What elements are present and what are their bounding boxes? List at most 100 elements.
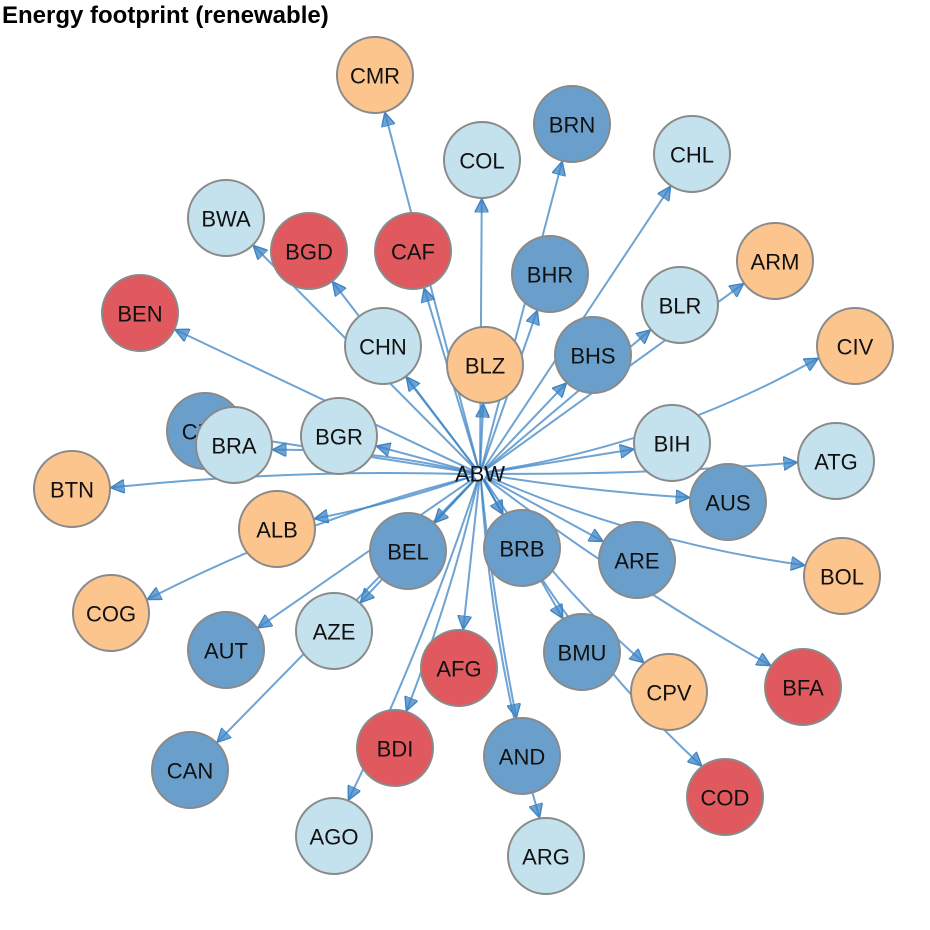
node-circle [736,222,814,300]
node-label: BLZ [465,354,505,379]
node-label: ALB [256,518,298,543]
node-label: ARM [751,250,800,275]
node-chl: CHL [653,115,731,193]
node-circle [507,817,585,895]
edge-abw-chn [407,378,478,470]
node-are: ARE [598,521,676,599]
node-circle [33,450,111,528]
node-ben: BEN [101,274,179,352]
node-bih: BIH [633,404,711,482]
node-circle [344,307,422,385]
node-label: ARE [614,549,659,574]
node-circle [356,709,434,787]
node-bra: BRA [195,406,273,484]
node-col: COL [443,121,521,199]
node-caf: CAF [374,212,452,290]
node-circle [797,422,875,500]
node-bmu: BMU [543,613,621,691]
node-circle [187,611,265,689]
node-label: BTN [50,478,94,503]
node-label: BEN [117,302,162,327]
node-cmr: CMR [336,36,414,114]
node-circle [483,509,561,587]
node-blz: BLZ [446,326,524,404]
node-label: CPV [646,681,692,706]
node-label: BIH [654,432,691,457]
node-label: BOL [820,565,864,590]
node-circle [151,731,229,809]
node-arg: ARG [507,817,585,895]
node-chn: CHN [344,307,422,385]
node-cod: COD [686,758,764,836]
edge-abw-bgr [378,446,475,474]
node-circle [238,490,316,568]
node-civ: CIV [816,307,894,385]
node-circle [187,179,265,257]
node-aze: AZE [295,592,373,670]
node-label: COL [459,149,504,174]
node-circle [295,592,373,670]
node-label: BEL [387,540,429,565]
node-label: CMR [350,64,400,89]
node-circle [641,266,719,344]
node-arm: ARM [736,222,814,300]
node-aus: AUS [689,463,767,541]
node-label: AUT [204,639,248,664]
node-bfa: BFA [764,648,842,726]
node-afg: AFG [420,629,498,707]
node-circle [443,121,521,199]
node-circle [420,629,498,707]
node-label: BHS [570,344,615,369]
edge-abw-cpv [483,477,643,662]
node-bwa: BWA [187,179,265,257]
node-circle [630,653,708,731]
node-circle [369,512,447,590]
node-bol: BOL [803,537,881,615]
node-aut: AUT [187,611,265,689]
node-label: CAF [391,240,435,265]
node-circle [195,406,273,484]
node-cog: COG [72,574,150,652]
node-label: CHN [359,335,407,360]
node-circle [689,463,767,541]
node-circle [446,326,524,404]
node-label: AFG [436,657,481,682]
page-title: Energy footprint (renewable) [2,2,329,29]
node-circle [270,212,348,290]
node-label: ATG [814,450,858,475]
edge-abw-aus [485,473,688,498]
edge-abw-blz [480,405,483,469]
node-label: COD [701,786,750,811]
node-label: COG [86,602,136,627]
node-circle [633,404,711,482]
edge-abw-bdi [407,479,480,710]
node-btn: BTN [33,450,111,528]
node-ago: AGO [295,797,373,875]
node-circle [511,235,589,313]
edge-abw-bra [274,450,475,475]
edge-abw-bih [485,449,633,475]
node-label: BDI [377,737,414,762]
edge-abw-and [479,479,516,717]
node-atg: ATG [797,422,875,500]
node-label: ARG [522,845,570,870]
node-alb: ALB [238,490,316,568]
hub-node-label: ABW [455,462,505,487]
node-circle [300,397,378,475]
node-layer: CMR BRN COL CHL BWA BGD CAF BHR ARM BEN BLR CHN BLZ B… [33,36,894,895]
node-cpv: CPV [630,653,708,731]
node-bgd: BGD [270,212,348,290]
edge-abw-atg [485,462,796,475]
node-label: BRA [211,434,257,459]
node-circle [653,115,731,193]
node-and: AND [483,717,561,795]
node-circle [554,316,632,394]
node-circle [101,274,179,352]
node-label: BFA [782,676,824,701]
node-circle [764,648,842,726]
node-label: BLR [659,294,702,319]
edge-abw-afg [463,479,481,628]
edge-abw-btn [112,471,475,488]
node-label: AUS [705,491,750,516]
